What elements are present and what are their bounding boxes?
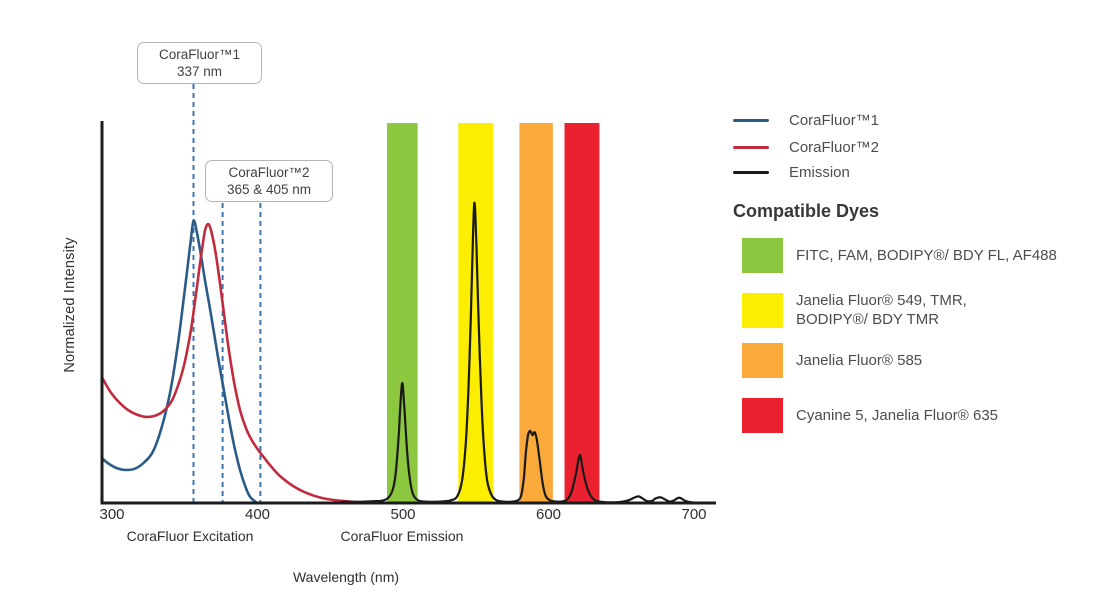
spectra-curves <box>100 201 713 504</box>
callout-corafluor2-value: 365 & 405 nm <box>226 182 312 197</box>
dye-swatch-yellow <box>742 292 783 328</box>
dye-label: FITC, FAM, BODIPY®/ BDY FL, AF488 <box>796 246 1057 265</box>
compatible-dyes-heading: Compatible Dyes <box>733 201 880 221</box>
callout-corafluor1-title: CoraFluor™1 <box>158 47 241 62</box>
dye-item-orange: Janelia Fluor® 585 <box>742 343 922 378</box>
legend-label: Emission <box>789 163 850 181</box>
axes <box>100 121 716 505</box>
filter-band <box>387 123 418 502</box>
dye-label-line: BODIPY®/ BDY TMR <box>796 311 940 328</box>
legend-line-swatch-blue <box>733 118 769 122</box>
dye-label: Janelia Fluor® 549, TMR, BODIPY®/ BDY TM… <box>796 291 967 329</box>
x-axis-emission-label: CoraFluor Emission <box>340 528 464 544</box>
dye-item-yellow: Janelia Fluor® 549, TMR, BODIPY®/ BDY TM… <box>742 291 967 329</box>
x-tick-label: 700 <box>681 506 707 523</box>
filter-band <box>458 123 494 502</box>
dye-label: Janelia Fluor® 585 <box>796 351 922 370</box>
dye-swatch-orange <box>742 343 783 378</box>
callout-corafluor2-title: CoraFluor™2 <box>228 165 310 180</box>
callout-corafluor1-value: 337 nm <box>176 64 223 79</box>
legend-label: CoraFluor™2 <box>789 138 880 156</box>
x-tick-label: 300 <box>99 506 125 523</box>
dye-label-line: FITC, FAM, BODIPY®/ BDY FL, AF488 <box>796 247 1057 264</box>
y-axis-label: Normalized Intensity <box>62 237 78 373</box>
legend-label: CoraFluor™1 <box>789 111 880 129</box>
callout-corafluor2: CoraFluor™2 365 & 405 nm <box>205 160 333 202</box>
callout-corafluor1: CoraFluor™1 337 nm <box>137 42 262 84</box>
legend-item-corafluor1: CoraFluor™1 <box>733 111 880 129</box>
dye-swatch-green <box>742 238 783 273</box>
legend-item-emission: Emission <box>733 163 850 181</box>
dye-item-red: Cyanine 5, Janelia Fluor® 635 <box>742 398 998 433</box>
x-tick-label: 500 <box>390 506 416 523</box>
x-axis-title: Wavelength (nm) <box>292 569 400 585</box>
x-tick-label: 600 <box>535 506 562 523</box>
filter-bands <box>387 123 600 502</box>
curve-emission <box>340 201 713 504</box>
x-axis-excitation-label: CoraFluor Excitation <box>126 528 254 544</box>
curve-corafluor-1 <box>100 219 258 504</box>
filter-band <box>564 123 600 502</box>
dye-swatch-red <box>742 398 783 433</box>
x-tick-label: 400 <box>244 506 271 523</box>
legend-line-swatch-black <box>733 170 769 174</box>
excitation-marker-lines <box>192 84 262 502</box>
curve-corafluor-2 <box>100 222 381 504</box>
legend-item-corafluor2: CoraFluor™2 <box>733 138 880 156</box>
dye-label-line: Cyanine 5, Janelia Fluor® 635 <box>796 407 999 424</box>
dye-label: Cyanine 5, Janelia Fluor® 635 <box>796 406 998 425</box>
filter-band <box>519 123 553 502</box>
dye-item-green: FITC, FAM, BODIPY®/ BDY FL, AF488 <box>742 238 1057 273</box>
legend-line-swatch-red <box>733 145 769 149</box>
dye-label-line: Janelia Fluor® 585 <box>796 352 923 369</box>
dye-label-line: Janelia Fluor® 549, TMR, <box>796 292 967 309</box>
